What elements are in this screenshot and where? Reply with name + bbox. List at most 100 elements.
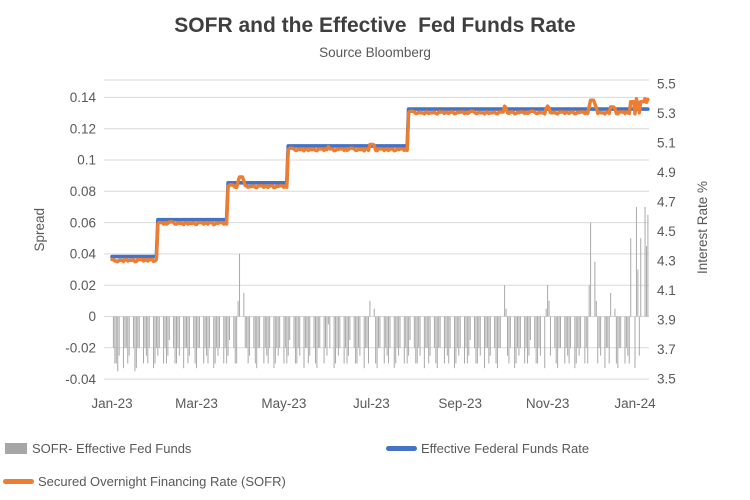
spread-bar (347, 316, 349, 356)
spread-bar (539, 316, 541, 356)
x-axis-tick: Jan-24 (614, 396, 656, 411)
spread-bar (356, 316, 358, 364)
spread-bar (363, 316, 365, 369)
spread-bar (355, 316, 357, 364)
spread-bar (425, 316, 427, 348)
spread-bar (570, 316, 572, 348)
spread-bar (476, 316, 478, 364)
spread-bar (459, 316, 461, 348)
spread-bar (217, 316, 219, 356)
spread-bar (177, 316, 179, 348)
spread-bar (568, 316, 570, 364)
spread-bar (409, 316, 411, 340)
spread-bar (135, 316, 137, 369)
spread-bar (227, 316, 229, 356)
spread-bar (535, 316, 537, 364)
spread-bar (283, 316, 285, 364)
spread-bar (314, 316, 316, 364)
spread-bar (236, 316, 238, 364)
spread-bar (267, 316, 269, 364)
spread-bar (518, 316, 520, 356)
spread-bar (624, 316, 626, 364)
spread-bar (206, 316, 208, 356)
spread-bar (376, 316, 378, 369)
legend-item-sofr: Secured Overnight Financing Rate (SOFR) (3, 472, 286, 490)
spread-bar (416, 316, 418, 364)
spread-bar (498, 316, 500, 348)
spread-bar (604, 316, 606, 369)
spread-bar (544, 316, 546, 369)
spread-bar (165, 316, 167, 364)
spread-bar (436, 316, 438, 369)
spread-bar (276, 316, 278, 348)
spread-bar (256, 316, 258, 369)
x-axis-tick: Nov-23 (526, 396, 570, 411)
spread-bar (585, 316, 587, 348)
spread-bar (234, 316, 236, 364)
spread-bar (304, 316, 306, 348)
x-axis-tick: Sep-23 (438, 396, 482, 411)
legend-swatch-effr-line (386, 445, 417, 451)
spread-bar (293, 316, 295, 348)
spread-bar (489, 316, 491, 356)
spread-bar (115, 316, 117, 364)
spread-bar (408, 316, 410, 356)
spread-bar (435, 316, 437, 364)
spread-bar (239, 253, 241, 317)
spread-bar (137, 316, 139, 348)
spread-bar (223, 316, 225, 364)
spread-bar (449, 316, 451, 348)
spread-bar (306, 316, 308, 348)
spread-bar (359, 316, 361, 356)
spread-bar (505, 308, 507, 317)
spread-bar (458, 316, 460, 356)
spread-bar (132, 316, 134, 348)
spread-bar (366, 316, 368, 348)
spread-bar (508, 316, 510, 364)
spread-bar (174, 316, 176, 364)
spread-bar (259, 316, 261, 348)
spread-bar (264, 316, 266, 348)
spread-bar (313, 316, 315, 348)
spread-bar (637, 269, 639, 317)
spread-bar (455, 316, 457, 364)
spread-bar (567, 316, 569, 356)
spread-bar (134, 316, 136, 372)
spread-bar (155, 316, 157, 348)
spread-bar (173, 316, 175, 348)
spread-bar (587, 316, 589, 364)
spread-bar (385, 316, 387, 348)
spread-bar (640, 238, 642, 317)
spread-bar (263, 316, 265, 364)
spread-bar (403, 316, 405, 364)
left-axis-tick: 0.1 (77, 153, 96, 168)
spread-bar (429, 316, 431, 356)
spread-bar (433, 316, 435, 348)
spread-bar (598, 316, 600, 348)
spread-bar (196, 316, 198, 369)
spread-bar (337, 316, 339, 356)
spread-bar (615, 316, 617, 364)
spread-bar (486, 316, 488, 348)
spread-bar (254, 316, 256, 364)
right-axis-tick: 4.7 (657, 195, 676, 210)
left-axis-tick: 0.04 (70, 247, 97, 262)
spread-bar (343, 316, 345, 364)
spread-bar (316, 316, 318, 369)
spread-bar (396, 316, 398, 348)
spread-bar (627, 316, 629, 356)
spread-bar (233, 316, 235, 348)
spread-bar (479, 316, 481, 356)
spread-bar (335, 316, 337, 364)
spread-bar (635, 206, 637, 317)
spread-bar (446, 316, 448, 356)
spread-bar (204, 316, 206, 348)
spread-bar (419, 316, 421, 356)
spread-bar (560, 316, 561, 348)
spread-bar (148, 316, 150, 348)
spread-bar (595, 300, 597, 317)
spread-bar (608, 316, 610, 364)
spread-bar (647, 214, 649, 317)
spread-bar (469, 316, 471, 340)
spread-bar (558, 316, 560, 348)
